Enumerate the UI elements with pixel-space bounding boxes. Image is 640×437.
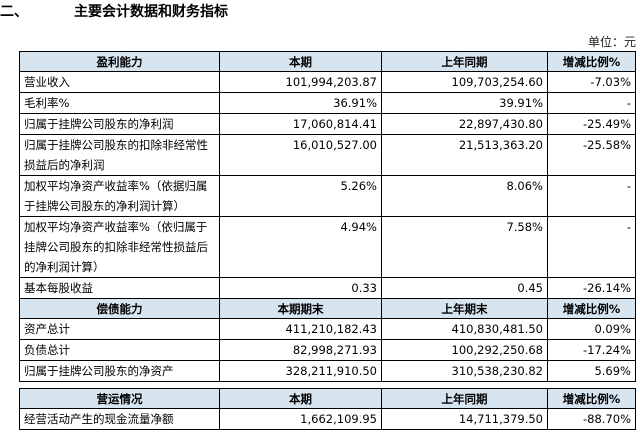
table-row: 归属于挂牌公司股东的净资产 328,211,910.50 310,538,230… bbox=[19, 360, 636, 382]
section-heading: 二、 主要会计数据和财务指标 bbox=[0, 1, 400, 23]
table-row: 加权平均净资产收益率%（依据归属于挂牌公司股东的净利润计算） 5.26% 8.0… bbox=[19, 175, 636, 217]
current-value: 0.33 bbox=[219, 277, 382, 299]
row-label: 加权平均净资产收益率%（依归属于挂牌公司股东的扣除非经常性损益后的净利润计算） bbox=[19, 216, 220, 278]
profit-header-row: 盈利能力 本期 上年同期 增减比例% bbox=[19, 51, 636, 72]
profit-header-previous: 上年同期 bbox=[381, 51, 548, 72]
current-value: 36.91% bbox=[219, 92, 382, 114]
previous-value: 310,538,230.82 bbox=[381, 360, 548, 382]
solvency-header-previous: 上年期末 bbox=[381, 298, 548, 319]
current-value: 1,662,109.95 bbox=[219, 408, 382, 430]
current-value: 4.94% bbox=[219, 216, 382, 278]
section-title: 主要会计数据和财务指标 bbox=[74, 4, 228, 20]
table-row: 营业收入 101,994,203.87 109,703,254.60 -7.03… bbox=[19, 71, 636, 93]
change-value: -88.70% bbox=[547, 408, 636, 430]
financial-indicators-table: 盈利能力 本期 上年同期 增减比例% 营业收入 101,994,203.87 1… bbox=[19, 51, 636, 430]
current-value: 17,060,814.41 bbox=[219, 113, 382, 135]
previous-value: 109,703,254.60 bbox=[381, 71, 548, 93]
table-row: 负债总计 82,998,271.93 100,292,250.68 -17.24… bbox=[19, 339, 636, 361]
table-row: 毛利率% 36.91% 39.91% - bbox=[19, 92, 636, 114]
unit-label: 单位：元 bbox=[587, 35, 636, 49]
operations-header-current: 本期 bbox=[219, 388, 382, 409]
change-value: - bbox=[547, 216, 636, 278]
solvency-header-category: 偿债能力 bbox=[19, 298, 220, 319]
current-value: 82,998,271.93 bbox=[219, 339, 382, 361]
previous-value: 22,897,430.80 bbox=[381, 113, 548, 135]
table-row: 基本每股收益 0.33 0.45 -26.14% bbox=[19, 277, 636, 299]
operations-header-change: 增减比例% bbox=[547, 388, 636, 409]
previous-value: 14,711,379.50 bbox=[381, 408, 548, 430]
solvency-header-row: 偿债能力 本期期末 上年期末 增减比例% bbox=[19, 298, 636, 319]
change-value: 0.09% bbox=[547, 318, 636, 340]
change-value: 5.69% bbox=[547, 360, 636, 382]
change-value: -26.14% bbox=[547, 277, 636, 299]
previous-value: 21,513,363.20 bbox=[381, 134, 548, 176]
row-label: 毛利率% bbox=[19, 92, 220, 114]
row-label: 归属于挂牌公司股东的净利润 bbox=[19, 113, 220, 135]
table-row: 加权平均净资产收益率%（依归属于挂牌公司股东的扣除非经常性损益后的净利润计算） … bbox=[19, 216, 636, 278]
change-value: -25.58% bbox=[547, 134, 636, 176]
current-value: 328,211,910.50 bbox=[219, 360, 382, 382]
row-label: 基本每股收益 bbox=[19, 277, 220, 299]
row-label: 负债总计 bbox=[19, 339, 220, 361]
row-label: 营业收入 bbox=[19, 71, 220, 93]
table-row: 经营活动产生的现金流量净额 1,662,109.95 14,711,379.50… bbox=[19, 408, 636, 430]
table-row: 资产总计 411,210,182.43 410,830,481.50 0.09% bbox=[19, 318, 636, 340]
current-value: 411,210,182.43 bbox=[219, 318, 382, 340]
row-label: 资产总计 bbox=[19, 318, 220, 340]
table-row: 归属于挂牌公司股东的净利润 17,060,814.41 22,897,430.8… bbox=[19, 113, 636, 135]
table-row: 归属于挂牌公司股东的扣除非经常性损益后的净利润 16,010,527.00 21… bbox=[19, 134, 636, 176]
row-label: 加权平均净资产收益率%（依据归属于挂牌公司股东的净利润计算） bbox=[19, 175, 220, 217]
row-label: 归属于挂牌公司股东的净资产 bbox=[19, 360, 220, 382]
section-number: 二、 bbox=[0, 4, 28, 20]
change-value: - bbox=[547, 175, 636, 217]
change-value: -17.24% bbox=[547, 339, 636, 361]
operations-header-previous: 上年同期 bbox=[381, 388, 548, 409]
solvency-header-change: 增减比例% bbox=[547, 298, 636, 319]
current-value: 101,994,203.87 bbox=[219, 71, 382, 93]
profit-header-category: 盈利能力 bbox=[19, 51, 220, 72]
previous-value: 39.91% bbox=[381, 92, 548, 114]
solvency-header-current: 本期期末 bbox=[219, 298, 382, 319]
row-label: 经营活动产生的现金流量净额 bbox=[19, 408, 220, 430]
current-value: 16,010,527.00 bbox=[219, 134, 382, 176]
previous-value: 0.45 bbox=[381, 277, 548, 299]
previous-value: 7.58% bbox=[381, 216, 548, 278]
operations-header-row: 营运情况 本期 上年同期 增减比例% bbox=[19, 388, 636, 409]
previous-value: 8.06% bbox=[381, 175, 548, 217]
row-label: 归属于挂牌公司股东的扣除非经常性损益后的净利润 bbox=[19, 134, 220, 176]
table-spacer bbox=[20, 382, 636, 389]
profit-header-change: 增减比例% bbox=[547, 51, 636, 72]
previous-value: 100,292,250.68 bbox=[381, 339, 548, 361]
current-value: 5.26% bbox=[219, 175, 382, 217]
change-value: -7.03% bbox=[547, 71, 636, 93]
change-value: -25.49% bbox=[547, 113, 636, 135]
operations-header-category: 营运情况 bbox=[19, 388, 220, 409]
previous-value: 410,830,481.50 bbox=[381, 318, 548, 340]
profit-header-current: 本期 bbox=[219, 51, 382, 72]
change-value: - bbox=[547, 92, 636, 114]
